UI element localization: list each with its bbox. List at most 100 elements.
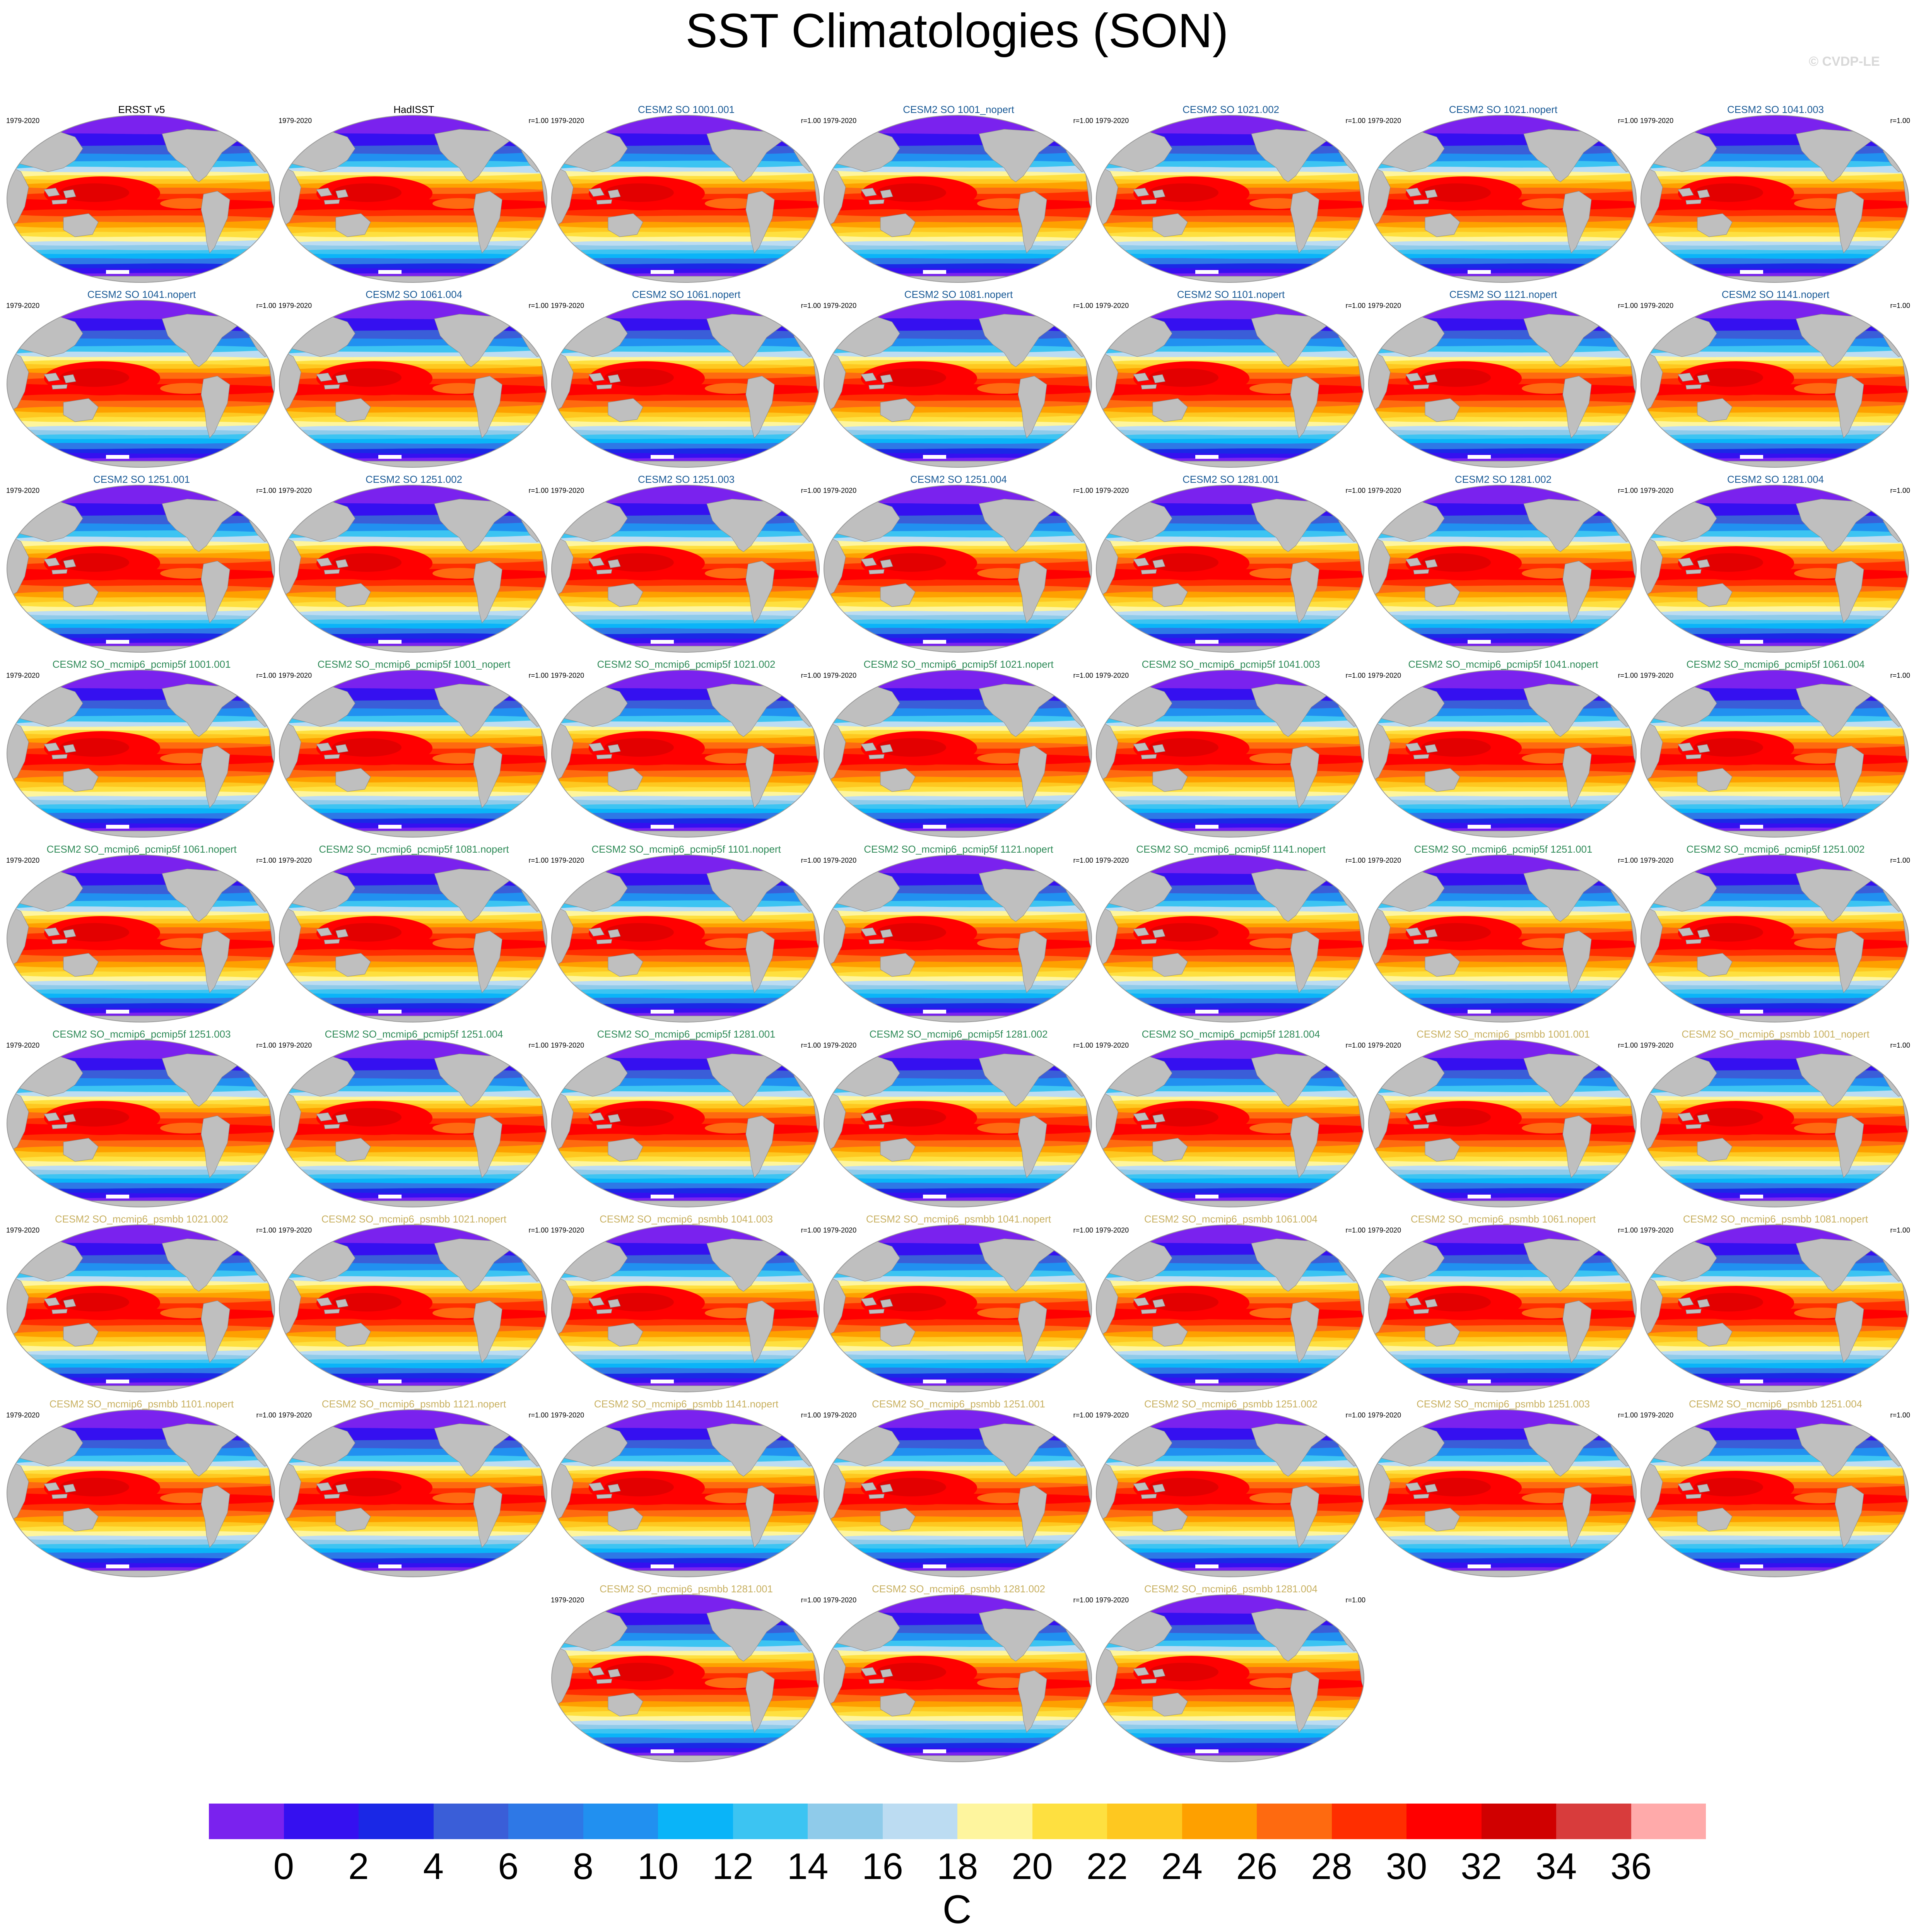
panel-pattern-correlation: r=1.00 [801, 1596, 821, 1604]
colorbar-tick-label: 28 [1311, 1846, 1352, 1887]
sst-map [551, 1224, 820, 1392]
sst-map [279, 1040, 547, 1207]
sst-map [279, 1224, 547, 1392]
sst-map [551, 115, 820, 283]
colorbar-swatch [957, 1804, 1032, 1839]
map-panel: CESM2 SO_mcmip6_pcmip5f 1251.003 1979-202… [5, 1028, 278, 1210]
panel-title: CESM2 SO 1101.nopert [1177, 289, 1285, 300]
panel-pattern-correlation: r=1.00 [1890, 672, 1910, 679]
colorbar-swatch [1406, 1804, 1482, 1839]
sst-map [1368, 485, 1637, 653]
colorbar-unit-label: C [942, 1887, 972, 1932]
sst-map [1641, 485, 1909, 653]
panel-pattern-correlation: r=1.00 [1073, 857, 1093, 864]
panel-title: CESM2 SO 1281.004 [1727, 474, 1824, 485]
map-panel: CESM2 SO_mcmip6_pcmip5f 1141.nopert 1979-… [1095, 843, 1367, 1025]
panel-period: 1979-2020 [823, 857, 857, 864]
map-panel: CESM2 SO_mcmip6_psmbb 1251.001 1979-2020 r… [822, 1398, 1095, 1580]
colorbar-swatch [1631, 1804, 1706, 1839]
map-panel: HadISST 1979-2020 r=1.00 [278, 104, 550, 286]
panel-period: 1979-2020 [6, 117, 40, 125]
panel-period: 1979-2020 [1368, 117, 1401, 125]
sst-map [1096, 115, 1364, 283]
colorbar-swatch [433, 1804, 508, 1839]
panel-period: 1979-2020 [551, 487, 584, 494]
sst-map [7, 670, 275, 838]
colorbar-swatch [1032, 1804, 1107, 1839]
panel-title: CESM2 SO_mcmip6_pcmip5f 1281.002 [869, 1028, 1048, 1040]
panel-title: CESM2 SO_mcmip6_psmbb 1251.001 [872, 1398, 1045, 1410]
panel-title: CESM2 SO 1021.nopert [1449, 104, 1558, 115]
panel-title: CESM2 SO_mcmip6_psmbb 1041.003 [599, 1213, 773, 1225]
colorbar-tick-label: 10 [637, 1846, 679, 1887]
panel-title: CESM2 SO_mcmip6_psmbb 1251.004 [1688, 1398, 1862, 1410]
panel-title: ERSST v5 [118, 104, 165, 115]
panel-period: 1979-2020 [279, 1411, 312, 1419]
panel-period: 1979-2020 [1640, 857, 1674, 864]
panel-pattern-correlation: r=1.00 [1618, 487, 1638, 494]
sst-map [279, 300, 547, 468]
colorbar-swatch [209, 1804, 284, 1839]
sst-map [7, 115, 275, 283]
panel-pattern-correlation: r=1.00 [1618, 302, 1638, 309]
colorbar-tick-label: 0 [273, 1846, 294, 1887]
panel-title: CESM2 SO_mcmip6_psmbb 1281.001 [599, 1583, 773, 1595]
colorbar-tick-label: 24 [1161, 1846, 1203, 1887]
panel-period: 1979-2020 [6, 1226, 40, 1234]
sst-map [1641, 1409, 1909, 1577]
panel-period: 1979-2020 [279, 302, 312, 309]
map-panel: CESM2 SO_mcmip6_pcmip5f 1251.001 1979-202… [1367, 843, 1639, 1025]
panel-period: 1979-2020 [551, 1411, 584, 1419]
panel-title: CESM2 SO_mcmip6_pcmip5f 1251.001 [1414, 843, 1593, 855]
colorbar-tick-label: 8 [572, 1846, 594, 1887]
panel-period: 1979-2020 [279, 1041, 312, 1049]
map-panel: CESM2 SO_mcmip6_pcmip5f 1081.nopert 1979-… [278, 843, 550, 1025]
panel-pattern-correlation: r=1.00 [256, 1411, 276, 1419]
panel-pattern-correlation: r=1.00 [801, 117, 821, 125]
panel-period: 1979-2020 [823, 1041, 857, 1049]
colorbar-swatch [1556, 1804, 1631, 1839]
sst-map [279, 115, 547, 283]
sst-map [824, 1224, 1092, 1392]
panel-pattern-correlation: r=1.00 [528, 857, 549, 864]
panel-pattern-correlation: r=1.00 [801, 1411, 821, 1419]
panel-pattern-correlation: r=1.00 [528, 1226, 549, 1234]
panel-pattern-correlation: r=1.00 [1618, 1411, 1638, 1419]
map-panel: CESM2 SO_mcmip6_psmbb 1281.002 1979-2020 r… [822, 1583, 1095, 1765]
map-panel: ERSST v5 1979-2020 [5, 104, 278, 286]
colorbar-swatch [733, 1804, 808, 1839]
sst-map [7, 485, 275, 653]
panel-period: 1979-2020 [1368, 1226, 1401, 1234]
panel-title: CESM2 SO_mcmip6_psmbb 1251.003 [1416, 1398, 1590, 1410]
map-panel: CESM2 SO_mcmip6_psmbb 1251.002 1979-2020 r… [1095, 1398, 1367, 1580]
sst-map [1096, 1224, 1364, 1392]
colorbar-ticks: 0 2 4 6 8 10 12 14 16 18 20 22 24 26 28 30 32 34 36 [0, 1845, 1914, 1892]
sst-map [1368, 300, 1637, 468]
sst-map [551, 855, 820, 1022]
map-panel: CESM2 SO_mcmip6_pcmip5f 1001_nopert 1979-… [278, 658, 550, 840]
panel-period: 1979-2020 [1095, 857, 1129, 864]
panel-pattern-correlation: r=1.00 [256, 487, 276, 494]
panel-title: CESM2 SO_mcmip6_psmbb 1251.002 [1144, 1398, 1318, 1410]
panel-period: 1979-2020 [6, 487, 40, 494]
map-panel: CESM2 SO_mcmip6_pcmip5f 1061.004 1979-202… [1639, 658, 1912, 840]
panel-title: CESM2 SO 1251.002 [365, 474, 463, 485]
panel-title: CESM2 SO_mcmip6_pcmip5f 1021.nopert [863, 658, 1054, 670]
map-panel: CESM2 SO_mcmip6_psmbb 1001_nopert 1979-20… [1639, 1028, 1912, 1210]
map-panel: CESM2 SO_mcmip6_pcmip5f 1281.004 1979-202… [1095, 1028, 1367, 1210]
panel-period: 1979-2020 [1368, 672, 1401, 679]
panel-pattern-correlation: r=1.00 [1345, 1041, 1365, 1049]
panel-period: 1979-2020 [1095, 487, 1129, 494]
panel-pattern-correlation: r=1.00 [1345, 1226, 1365, 1234]
panel-period: 1979-2020 [279, 1226, 312, 1234]
colorbar-swatch [882, 1804, 957, 1839]
sst-map [1368, 115, 1637, 283]
panel-period: 1979-2020 [6, 1411, 40, 1419]
panel-title: CESM2 SO 1281.002 [1454, 474, 1552, 485]
panel-period: 1979-2020 [1095, 672, 1129, 679]
panel-title: CESM2 SO_mcmip6_psmbb 1061.nopert [1410, 1213, 1596, 1225]
panel-period: 1979-2020 [551, 302, 584, 309]
colorbar-swatch [1257, 1804, 1332, 1839]
panel-title: CESM2 SO 1021.002 [1182, 104, 1280, 115]
panel-title: CESM2 SO_mcmip6_psmbb 1101.nopert [49, 1398, 234, 1410]
